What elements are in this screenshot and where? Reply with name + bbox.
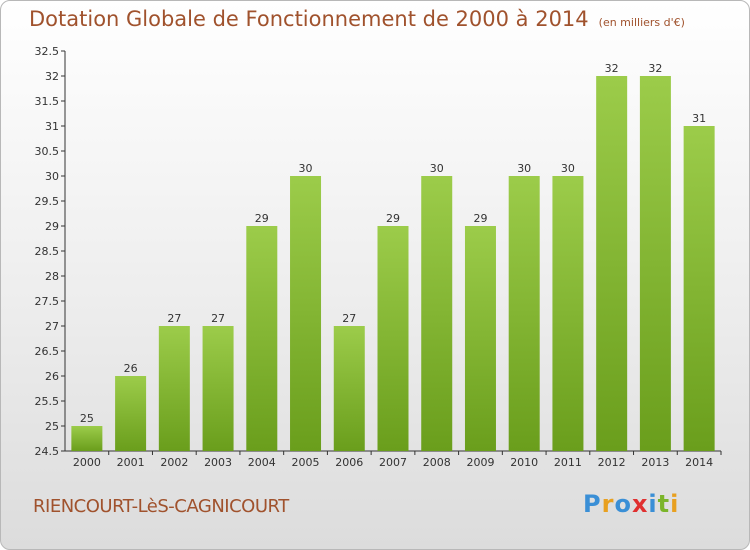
bar (421, 176, 453, 451)
y-tick-label: 32.5 (35, 45, 60, 58)
x-tick-label: 2007 (379, 456, 407, 469)
bar (290, 176, 322, 451)
x-tick-label: 2002 (160, 456, 188, 469)
chart-title: Dotation Globale de Fonctionnement de 20… (29, 7, 685, 31)
y-tick-label: 29.5 (35, 195, 60, 208)
bar (246, 226, 278, 451)
logo-letter: i (670, 490, 680, 518)
tick-labels: 24.5 25 25.5 26 26.5 27 27.5 28 28.5 29 29.5 30 30.5… (35, 45, 714, 469)
data-labels: 25 26 27 27 29 30 27 29 30 29 30 30 32 32 31 (80, 62, 706, 425)
data-label: 31 (692, 112, 706, 125)
y-tick-label: 25.5 (35, 395, 60, 408)
data-label: 30 (517, 162, 531, 175)
y-tick-label: 27.5 (35, 295, 60, 308)
x-tick-label: 2011 (554, 456, 582, 469)
y-tick-label: 30 (45, 170, 59, 183)
data-label: 27 (342, 312, 356, 325)
bar (158, 326, 190, 451)
x-tick-label: 2005 (292, 456, 320, 469)
x-tick-label: 2003 (204, 456, 232, 469)
x-tick-label: 2001 (117, 456, 145, 469)
y-tick-label: 31 (45, 120, 59, 133)
logo-letter: o (614, 490, 632, 518)
y-tick-label: 26.5 (35, 345, 60, 358)
bar (333, 326, 365, 451)
y-tick-label: 31.5 (35, 95, 60, 108)
data-label: 26 (124, 362, 138, 375)
data-label: 30 (430, 162, 444, 175)
data-label: 30 (299, 162, 313, 175)
bar (202, 326, 234, 451)
bar (508, 176, 540, 451)
x-tick-label: 2000 (73, 456, 101, 469)
y-tick-label: 27 (45, 320, 59, 333)
data-label: 27 (211, 312, 225, 325)
x-tick-label: 2010 (510, 456, 538, 469)
x-tick-label: 2009 (466, 456, 494, 469)
proxiti-logo: Proxiti (583, 490, 679, 518)
y-tick-label: 26 (45, 370, 59, 383)
data-label: 29 (386, 212, 400, 225)
bar (596, 76, 628, 451)
logo-letter: t (657, 490, 671, 518)
bar (552, 176, 584, 451)
y-tick-label: 28.5 (35, 245, 60, 258)
x-tick-label: 2006 (335, 456, 363, 469)
y-tick-label: 32 (45, 70, 59, 83)
y-tick-label: 28 (45, 270, 59, 283)
commune-name: RIENCOURT-LèS-CAGNICOURT (33, 496, 289, 517)
data-label: 29 (473, 212, 487, 225)
data-label: 32 (605, 62, 619, 75)
logo-letter: x (631, 490, 649, 518)
bar (115, 376, 147, 451)
y-tick-label: 30.5 (35, 145, 60, 158)
bar (464, 226, 496, 451)
x-tick-label: 2004 (248, 456, 276, 469)
data-label: 30 (561, 162, 575, 175)
chart-title-main: Dotation Globale de Fonctionnement de 20… (29, 7, 589, 31)
x-tick-label: 2008 (423, 456, 451, 469)
bar (71, 426, 103, 451)
logo-letter: P (583, 490, 602, 518)
x-tick-label: 2012 (598, 456, 626, 469)
data-label: 25 (80, 412, 94, 425)
y-tick-label: 29 (45, 220, 59, 233)
x-tick-label: 2014 (685, 456, 713, 469)
bar (639, 76, 671, 451)
y-tick-label: 24.5 (35, 445, 60, 458)
x-tick-label: 2013 (641, 456, 669, 469)
bar (377, 226, 409, 451)
y-tick-label: 25 (45, 420, 59, 433)
data-label: 32 (648, 62, 662, 75)
logo-letter: r (601, 490, 615, 518)
bars (71, 76, 715, 451)
bar (683, 126, 715, 451)
data-label: 29 (255, 212, 269, 225)
logo-letter: i (648, 490, 658, 518)
data-label: 27 (167, 312, 181, 325)
chart-title-unit: (en milliers d'€) (598, 16, 685, 29)
